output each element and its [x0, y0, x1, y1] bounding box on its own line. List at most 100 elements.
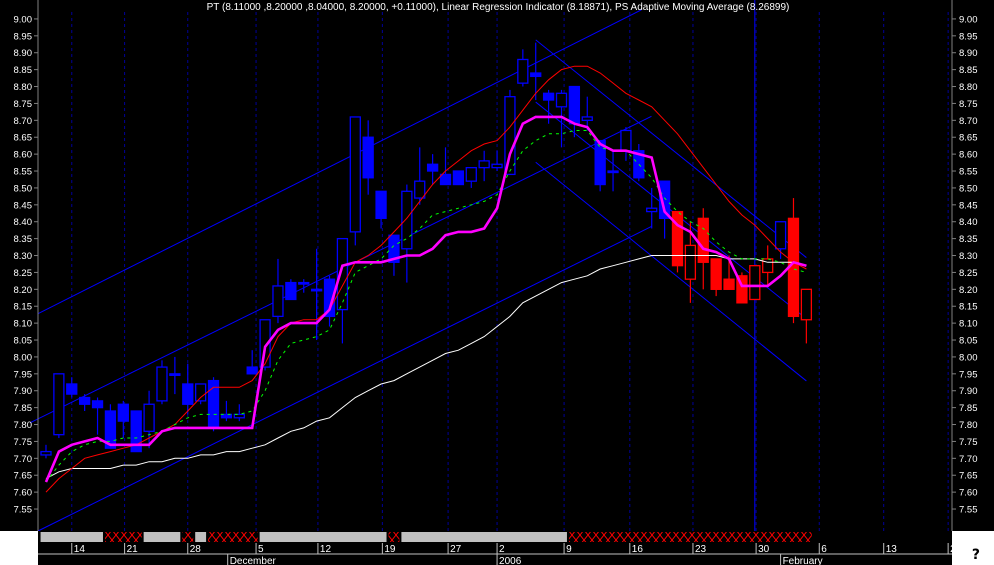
candle [581, 96, 593, 131]
y-tick-label-left: 8.45 [14, 200, 33, 211]
candle [156, 360, 168, 405]
candle-body [517, 58, 529, 84]
candle [362, 120, 374, 195]
candle-body [633, 150, 645, 179]
candle [787, 198, 800, 324]
candle-body [91, 400, 104, 409]
corner-left [0, 531, 38, 565]
candle [517, 49, 529, 87]
candle-body [220, 413, 233, 419]
candle-body [362, 136, 374, 179]
candle [594, 139, 606, 192]
candle [233, 404, 245, 422]
trend-line [535, 39, 807, 258]
signal-ribbon-segment [143, 532, 181, 542]
candle-body [762, 258, 774, 274]
y-tick-label-left: 8.30 [14, 251, 33, 262]
candle [426, 154, 439, 185]
x-tick-label: 6 [821, 544, 827, 555]
signal-ribbon-segment [401, 532, 567, 542]
candle [671, 210, 684, 273]
y-tick-label-right: 8.85 [959, 65, 978, 76]
y-tick-label-right: 8.25 [959, 268, 978, 279]
candle-body [504, 96, 516, 176]
y-tick-label-left: 8.80 [14, 82, 33, 93]
x-tick-label: 5 [258, 544, 264, 555]
candle-body [736, 275, 748, 304]
candle-body [349, 116, 361, 233]
candle-body [478, 160, 490, 169]
signal-ribbon-segment [182, 532, 194, 542]
candle-body [233, 413, 245, 419]
candle [66, 377, 78, 398]
candle [182, 363, 194, 415]
y-tick-label-right: 7.55 [959, 505, 978, 516]
candle-body [104, 410, 117, 449]
x-tick-label: 27 [450, 544, 462, 555]
signal-ribbon-segment [388, 532, 400, 542]
y-tick-label-left: 7.75 [14, 437, 33, 448]
y-tick-label-right: 8.55 [959, 167, 978, 178]
y-tick-label-left: 8.00 [14, 352, 33, 363]
y-tick-label-right: 8.45 [959, 200, 978, 211]
month-label: 2006 [499, 556, 522, 565]
candle [285, 279, 297, 301]
candle [79, 394, 91, 412]
candle-body [156, 366, 168, 402]
signal-ribbon-segment [568, 532, 812, 542]
candle [774, 221, 787, 259]
x-tick-label: 19 [384, 544, 396, 555]
candle-body [53, 373, 65, 436]
candle [478, 150, 490, 182]
candle-body [491, 163, 503, 169]
y-tick-label-right: 7.80 [959, 420, 978, 431]
candle-body [426, 163, 439, 172]
indicator-lines [44, 65, 807, 493]
candle-body [594, 139, 606, 186]
candle-body [246, 366, 258, 375]
y-tick-label-right: 7.70 [959, 454, 978, 465]
candle [762, 245, 774, 286]
candle-body [182, 383, 194, 405]
candle [749, 265, 761, 301]
y-tick-label-right: 8.50 [959, 183, 978, 194]
candle-body [259, 319, 271, 368]
help-button[interactable]: ? [971, 547, 980, 563]
y-tick-label-right: 8.75 [959, 99, 978, 110]
signal-ribbon-segment [40, 532, 103, 542]
y-tick-label-left: 7.95 [14, 369, 33, 380]
candle-body [530, 72, 542, 78]
y-tick-label-left: 8.40 [14, 217, 33, 228]
y-tick-label-left: 7.60 [14, 488, 33, 499]
candle-body [710, 258, 722, 290]
candle-body [310, 288, 323, 292]
y-tick-label-left: 8.95 [14, 31, 33, 42]
candle [272, 258, 284, 324]
candle-body [581, 116, 593, 121]
y-tick-label-right: 8.70 [959, 116, 978, 127]
candle-body [555, 92, 568, 108]
candle [310, 248, 323, 341]
candle [452, 170, 465, 186]
y-tick-label-left: 8.90 [14, 48, 33, 59]
y-tick-label-right: 7.90 [959, 386, 978, 397]
candle [620, 127, 632, 161]
y-tick-label-left: 8.70 [14, 116, 33, 127]
y-tick-label-left: 8.55 [14, 167, 33, 178]
candle [323, 275, 336, 327]
y-tick-label-left: 8.85 [14, 65, 33, 76]
y-tick-label-right: 8.95 [959, 31, 978, 42]
candle-body [568, 85, 581, 125]
y-tick-label-left: 8.05 [14, 336, 33, 347]
y-tick-label-right: 8.10 [959, 319, 978, 330]
candle-body [401, 190, 413, 250]
candle [684, 221, 697, 303]
candle [555, 89, 568, 148]
candle [542, 89, 555, 124]
candle [117, 400, 129, 439]
y-tick-label-right: 7.60 [959, 488, 978, 499]
candles [40, 42, 813, 459]
signal-ribbon-segment [208, 532, 258, 542]
candle [710, 258, 722, 297]
